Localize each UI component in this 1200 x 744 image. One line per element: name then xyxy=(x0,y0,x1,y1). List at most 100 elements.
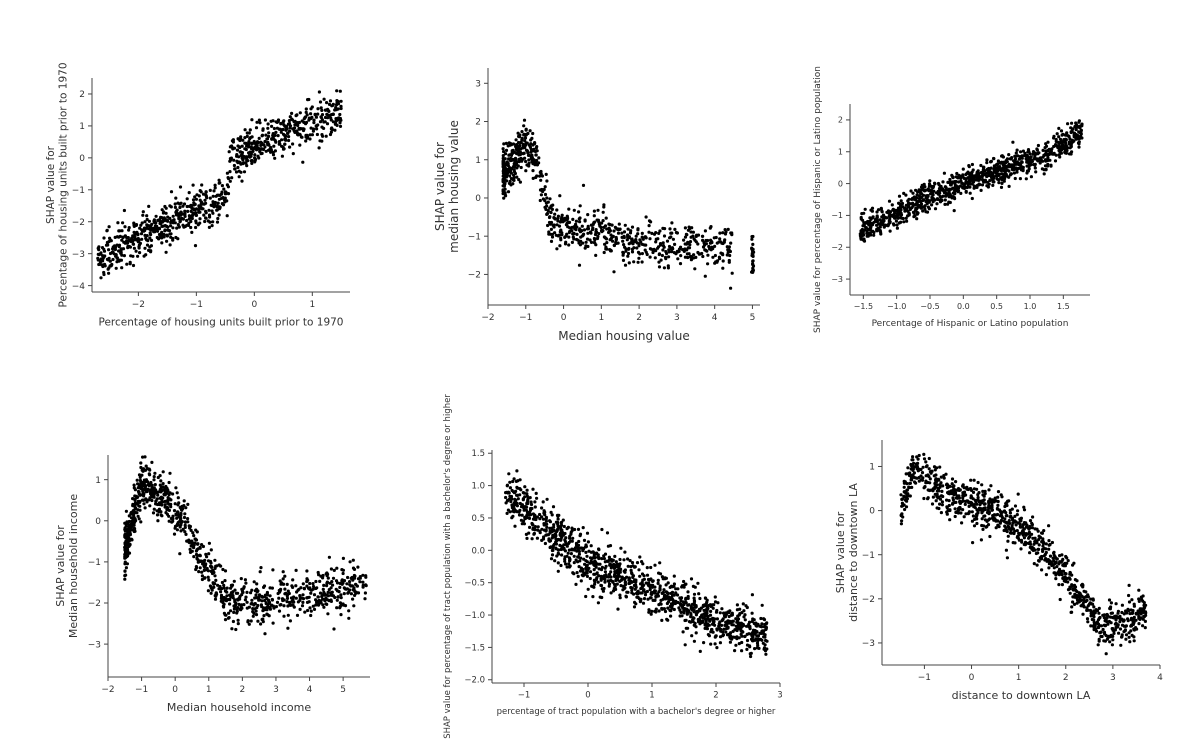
scatter-point xyxy=(311,587,315,591)
scatter-point xyxy=(283,124,287,128)
scatter-point xyxy=(544,519,548,523)
scatter-point xyxy=(164,484,168,489)
scatter-point xyxy=(747,632,751,636)
scatter-point xyxy=(535,174,539,178)
scatter-point xyxy=(536,525,540,529)
scatter-point xyxy=(516,140,521,145)
scatter-point xyxy=(740,623,744,627)
scatter-point xyxy=(501,189,505,193)
scatter-point xyxy=(146,239,150,243)
scatter-point xyxy=(742,609,746,613)
scatter-point xyxy=(632,246,636,250)
scatter-point xyxy=(574,219,578,223)
scatter-point xyxy=(875,215,879,219)
scatter-point xyxy=(904,193,908,197)
scatter-point xyxy=(653,585,657,589)
scatter-point xyxy=(1065,146,1069,150)
scatter-point xyxy=(316,570,320,575)
scatter-point xyxy=(622,230,627,234)
x-tick-label: 1.5 xyxy=(1057,302,1070,311)
scatter-point xyxy=(637,568,641,572)
scatter-point xyxy=(169,232,173,236)
scatter-point xyxy=(195,548,199,552)
scatter-point xyxy=(592,572,596,576)
scatter-point xyxy=(286,613,290,617)
scatter-point xyxy=(173,524,178,528)
scatter-point xyxy=(226,616,230,620)
x-tick-label: 0.0 xyxy=(957,302,970,311)
scatter-point xyxy=(943,202,947,206)
scatter-point xyxy=(604,564,608,568)
scatter-point xyxy=(204,552,208,556)
scatter-point xyxy=(327,588,331,592)
scatter-point xyxy=(689,235,693,239)
scatter-point xyxy=(523,516,527,520)
scatter-point xyxy=(653,598,657,602)
scatter-point xyxy=(1017,162,1021,167)
scatter-point xyxy=(291,152,295,156)
scatter-point xyxy=(321,576,325,580)
scatter-point xyxy=(678,262,683,266)
scatter-point xyxy=(176,510,180,514)
x-tick-label: 1 xyxy=(649,691,654,701)
scatter-point xyxy=(206,559,211,563)
scatter-point xyxy=(555,247,559,251)
scatter-point xyxy=(565,218,569,222)
scatter-point xyxy=(165,512,169,516)
scatter-point xyxy=(653,589,657,593)
x-tick-label: 3 xyxy=(777,691,782,701)
scatter-point xyxy=(627,261,631,265)
scatter-point xyxy=(1058,137,1063,141)
scatter-point xyxy=(100,246,105,250)
scatter-point xyxy=(657,571,661,575)
scatter-point xyxy=(636,250,641,254)
scatter-point xyxy=(539,193,543,197)
scatter-point xyxy=(316,123,320,127)
scatter-point xyxy=(254,142,258,146)
scatter-point xyxy=(613,573,617,577)
scatter-point xyxy=(899,207,903,211)
scatter-point xyxy=(158,487,162,492)
scatter-point xyxy=(208,188,212,192)
scatter-point xyxy=(664,576,668,580)
scatter-point xyxy=(717,255,721,259)
scatter-point xyxy=(323,599,327,603)
scatter-point xyxy=(572,554,576,558)
scatter-point xyxy=(533,162,537,166)
scatter-point xyxy=(238,594,242,598)
scatter-point xyxy=(268,586,272,590)
scatter-point xyxy=(527,143,531,147)
scatter-point xyxy=(656,237,660,241)
x-tick-label: −2 xyxy=(132,300,145,310)
scatter-point xyxy=(334,587,338,591)
scatter-point xyxy=(572,237,576,241)
scatter-point xyxy=(933,182,937,186)
scatter-point xyxy=(560,233,564,237)
scatter-point xyxy=(242,170,247,174)
scatter-point xyxy=(305,136,309,140)
scatter-point xyxy=(231,140,235,144)
scatter-point xyxy=(128,262,132,266)
scatter-point xyxy=(507,472,511,476)
scatter-point xyxy=(510,488,514,493)
y-axis-label: SHAP value for xyxy=(433,142,447,231)
scatter-point xyxy=(172,532,177,536)
scatter-point xyxy=(227,611,231,615)
scatter-point xyxy=(185,218,189,223)
scatter-point xyxy=(304,110,308,114)
scatter-point xyxy=(1002,172,1006,177)
scatter-point xyxy=(520,130,524,134)
scatter-point xyxy=(176,496,180,500)
scatter-point xyxy=(309,591,313,595)
scatter-point xyxy=(572,561,576,565)
scatter-point xyxy=(633,587,637,591)
x-tick-label: 1 xyxy=(598,313,604,323)
scatter-point xyxy=(545,533,549,537)
scatter-point xyxy=(134,238,138,242)
scatter-point xyxy=(925,197,929,201)
scatter-point xyxy=(203,219,207,224)
scatter-point xyxy=(342,592,346,596)
scatter-point xyxy=(149,233,153,237)
y-tick-label: 1 xyxy=(838,148,843,157)
scatter-point xyxy=(314,586,318,591)
